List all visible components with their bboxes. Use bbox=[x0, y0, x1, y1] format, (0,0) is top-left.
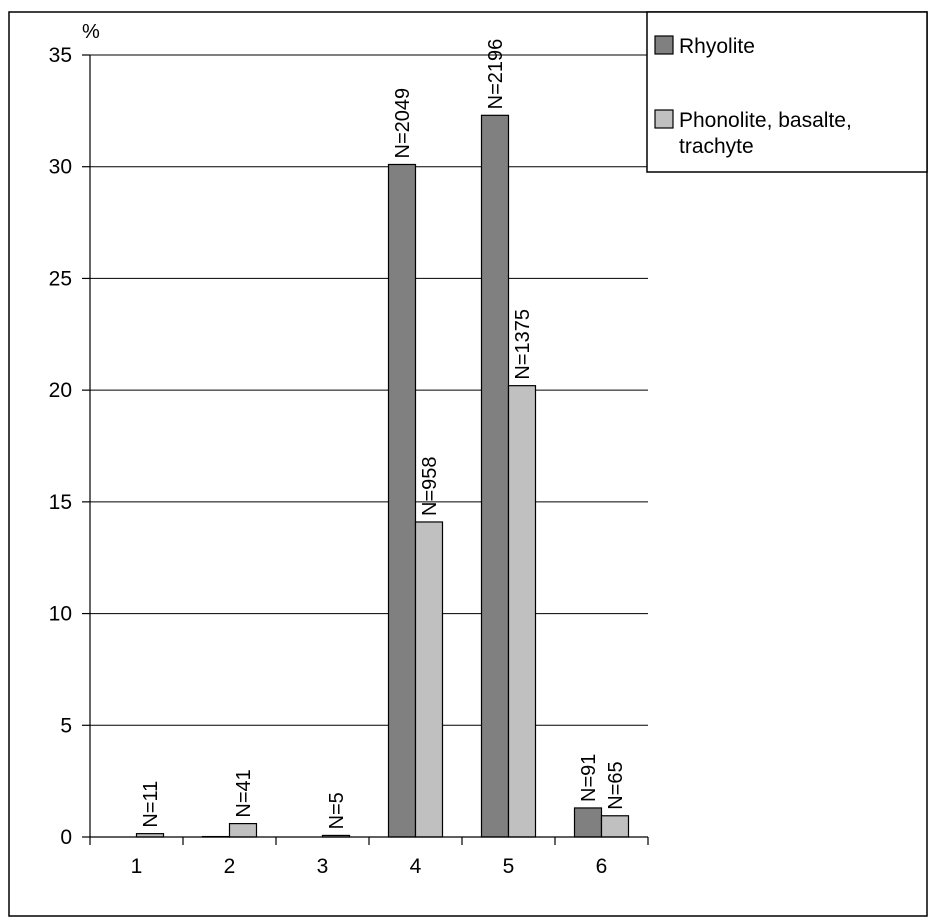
y-tick-label: 5 bbox=[60, 714, 72, 737]
data-label: N=91 bbox=[578, 754, 600, 802]
data-label: N=41 bbox=[233, 769, 255, 817]
data-label: N=2049 bbox=[392, 88, 414, 159]
x-tick-label: 1 bbox=[131, 855, 143, 878]
x-tick-label: 4 bbox=[410, 855, 422, 878]
y-tick-label: 30 bbox=[49, 156, 72, 179]
y-tick-label: 20 bbox=[49, 379, 72, 402]
data-label: N=65 bbox=[605, 761, 627, 809]
bar-series-2-cat-6 bbox=[600, 815, 630, 838]
data-label: N=11 bbox=[140, 781, 162, 828]
bar-series-2-cat-2 bbox=[228, 822, 258, 838]
legend-box bbox=[646, 11, 928, 173]
bar-series-2-cat-4 bbox=[414, 521, 444, 838]
bar-series-1-cat-4 bbox=[387, 163, 417, 838]
y-tick-label: 15 bbox=[49, 491, 72, 514]
gridlines bbox=[90, 54, 648, 726]
bar-series-2-cat-5 bbox=[507, 385, 537, 838]
legend-swatch-rhyolite bbox=[654, 35, 674, 55]
data-labels: N=2049 N=2196 N=91 N=11 N=41 N=5 N=958 N=1375 N=… bbox=[140, 39, 627, 830]
y-tick-label: 10 bbox=[49, 603, 72, 626]
legend-label-phonolite: Phonolite, basalte, trachyte bbox=[679, 109, 852, 158]
x-tick-label: 3 bbox=[317, 855, 329, 878]
legend-swatch-phonolite bbox=[654, 109, 674, 129]
y-tick-label: 35 bbox=[49, 44, 72, 67]
data-label: N=5 bbox=[326, 792, 348, 829]
data-label: N=2196 bbox=[485, 39, 507, 110]
y-axis-unit-label: % bbox=[82, 21, 100, 43]
y-tick-label: 0 bbox=[60, 826, 72, 849]
data-label: N=1375 bbox=[512, 309, 534, 380]
bar-series-1-cat-6 bbox=[573, 807, 603, 838]
x-tick-label: 2 bbox=[224, 855, 236, 878]
bars bbox=[135, 114, 630, 838]
bar-series-1-cat-5 bbox=[480, 114, 510, 838]
data-label: N=958 bbox=[419, 456, 441, 516]
x-tick-label: 5 bbox=[503, 855, 515, 878]
y-tick-label: 25 bbox=[49, 267, 72, 290]
legend-label-rhyolite: Rhyolite bbox=[679, 35, 755, 58]
axes: 0 5 10 15 20 25 30 35 1 2 3 4 5 6 bbox=[49, 44, 649, 878]
legend: Rhyolite Phonolite, basalte, trachyte bbox=[646, 11, 928, 173]
x-tick-label: 6 bbox=[596, 855, 608, 878]
